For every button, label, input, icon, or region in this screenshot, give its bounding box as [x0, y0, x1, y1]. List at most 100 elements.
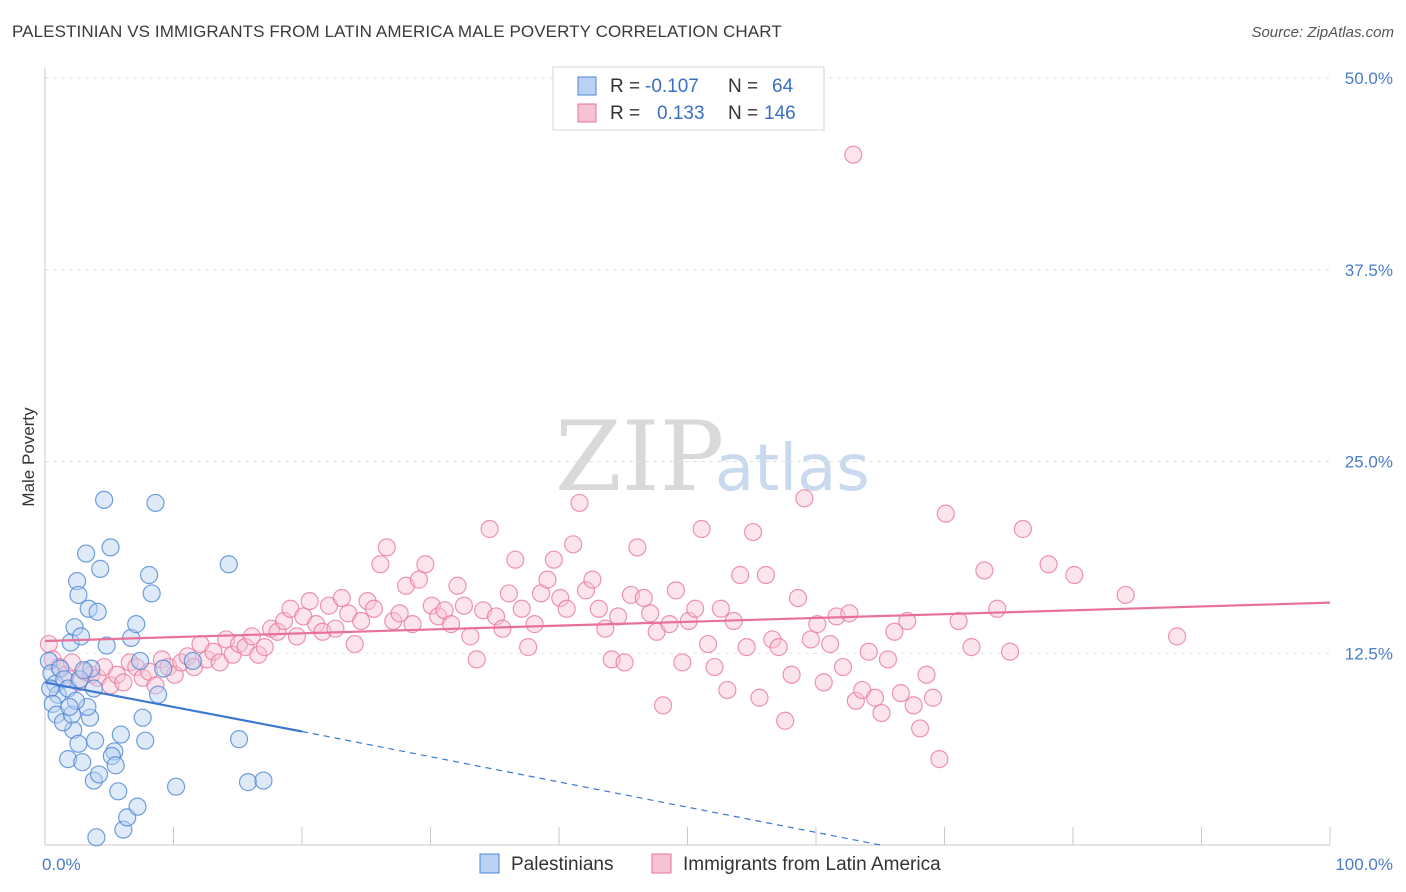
point-palestinians-32: [111, 725, 130, 744]
y-tick-label-0: 12.5%: [1345, 644, 1393, 663]
point-immigrants-52: [371, 555, 390, 574]
legend-n-label-1: N =: [728, 76, 758, 97]
legend-swatch-pink: [577, 103, 597, 123]
point-immigrants-86: [589, 599, 608, 618]
point-immigrants-84: [576, 581, 596, 600]
point-immigrants-101: [686, 599, 705, 618]
legend-swatch-blue: [577, 76, 597, 96]
point-immigrants-48: [345, 634, 364, 654]
point-immigrants-115: [776, 711, 795, 730]
point-immigrants-151: [844, 145, 863, 164]
point-immigrants-45: [326, 619, 345, 638]
point-immigrants-75: [519, 638, 538, 657]
x-tick-labels: 0.0% 100.0%: [42, 855, 1393, 874]
point-immigrants-83: [570, 493, 589, 513]
point-immigrants-46: [332, 588, 351, 608]
point-palestinians-49: [133, 708, 152, 727]
point-immigrants-117: [788, 588, 808, 608]
x-tick-label-0: 0.0%: [42, 855, 81, 874]
point-palestinians-22: [91, 559, 110, 578]
trend-lines: [44, 601, 1331, 846]
point-immigrants-149: [1116, 585, 1135, 605]
point-immigrants-81: [557, 599, 576, 618]
point-immigrants-141: [949, 611, 968, 631]
point-palestinians-48: [130, 651, 150, 671]
watermark-zip: ZIP: [555, 401, 724, 513]
point-palestinians-63: [87, 828, 106, 847]
point-immigrants-136: [910, 719, 930, 738]
point-immigrants-97: [660, 615, 679, 634]
point-immigrants-71: [493, 619, 512, 638]
watermark-atlas: atlas: [715, 432, 870, 506]
point-palestinians-20: [86, 731, 105, 750]
point-palestinians-47: [127, 615, 146, 634]
point-immigrants-39: [287, 627, 306, 646]
point-palestinians-33: [102, 746, 121, 766]
point-immigrants-34: [255, 638, 274, 657]
point-immigrants-82: [564, 535, 583, 554]
point-immigrants-55: [390, 604, 409, 623]
y-axis-title: Male Poverty: [19, 407, 38, 507]
point-palestinians-15: [77, 544, 96, 563]
point-immigrants-103: [698, 634, 718, 654]
point-immigrants-121: [814, 673, 833, 692]
point-palestinians-37: [59, 749, 78, 769]
point-palestinians-11: [65, 618, 84, 637]
point-immigrants-150: [1167, 627, 1187, 646]
point-immigrants-90: [615, 653, 634, 672]
point-immigrants-135: [904, 696, 923, 715]
point-immigrants-67: [467, 650, 486, 669]
point-immigrants-110: [743, 522, 763, 542]
point-palestinians-51: [139, 565, 159, 585]
point-palestinians-56: [166, 777, 186, 796]
point-palestinians-5: [51, 659, 70, 678]
source-credit: Source: ZipAtlas.com: [1251, 24, 1394, 41]
point-immigrants-143: [975, 561, 994, 580]
point-immigrants-104: [705, 657, 724, 677]
legend-swatch-palestinians: [479, 853, 500, 874]
point-immigrants-147: [1039, 555, 1058, 574]
gridlines: [45, 77, 1330, 654]
point-immigrants-64: [448, 576, 467, 595]
y-tick-label-3: 50.0%: [1345, 69, 1393, 88]
point-immigrants-26: [204, 642, 223, 661]
point-immigrants-93: [634, 588, 653, 608]
point-palestinians-40: [73, 753, 92, 772]
point-immigrants-119: [801, 630, 820, 649]
y-tick-label-2: 37.5%: [1345, 261, 1393, 280]
point-immigrants-73: [506, 550, 525, 569]
point-immigrants-126: [846, 691, 865, 710]
point-immigrants-133: [891, 684, 910, 703]
legend-r-label-1: R =: [610, 76, 640, 97]
legend-n-value-2: 146: [764, 103, 796, 124]
point-immigrants-108: [731, 565, 750, 585]
point-palestinians-35: [64, 720, 83, 740]
point-immigrants-116: [782, 665, 801, 684]
point-immigrants-140: [936, 504, 955, 523]
point-immigrants-76: [525, 615, 544, 634]
point-immigrants-98: [666, 581, 686, 600]
point-immigrants-145: [1000, 642, 1020, 661]
legend-swatch-immigrants: [651, 853, 672, 874]
legend-label-immigrants: Immigrants from Latin America: [683, 854, 941, 875]
point-immigrants-89: [609, 607, 628, 626]
point-palestinians-34: [106, 756, 125, 775]
series-immigrants-latin-america: [39, 145, 1187, 769]
point-palestinians-59: [229, 730, 249, 749]
point-palestinians-60: [238, 773, 258, 792]
y-tick-label-1: 25.0%: [1345, 453, 1393, 472]
correlation-legend: R = -0.107 N = 64 R = 0.133 N = 146: [552, 66, 825, 131]
trend-line-palestinians: [44, 681, 303, 733]
point-palestinians-19: [80, 708, 100, 727]
point-immigrants-36: [268, 622, 287, 641]
point-palestinians-61: [254, 771, 273, 790]
point-palestinians-36: [69, 734, 88, 753]
point-immigrants-51: [364, 599, 384, 618]
point-palestinians-62: [128, 797, 147, 816]
point-immigrants-118: [795, 489, 814, 508]
point-immigrants-94: [641, 604, 660, 623]
trend-line-immigrants: [44, 601, 1331, 643]
x-tick-label-1: 100.0%: [1335, 855, 1393, 874]
point-immigrants-57: [403, 615, 422, 634]
point-immigrants-66: [461, 627, 480, 646]
